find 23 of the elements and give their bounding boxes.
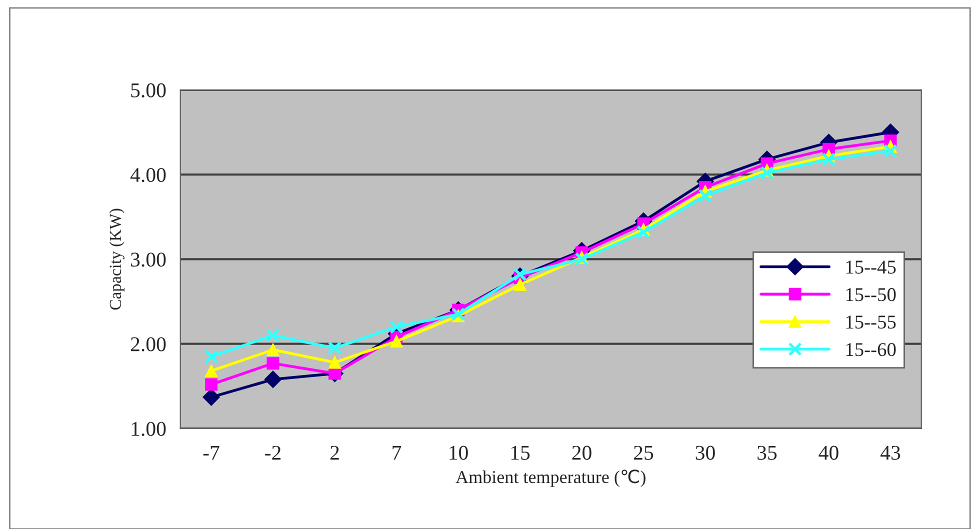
y-tick-label: 2.00 — [130, 337, 166, 352]
x-tick-label: 2 — [330, 446, 339, 460]
y-axis-title: Capacity (KW) — [109, 208, 124, 310]
x-tick-label: 30 — [696, 446, 715, 460]
y-tick-label: 5.00 — [131, 83, 166, 98]
x-tick-label: -7 — [203, 446, 220, 460]
x-tick-label: 7 — [392, 446, 402, 460]
x-axis-title: Ambient temperature (℃) — [456, 470, 646, 487]
x-tick-label: -2 — [265, 446, 281, 460]
x-tick-label: 35 — [758, 446, 777, 460]
y-tick-label: 4.00 — [130, 168, 166, 182]
x-tick-label: 25 — [634, 446, 654, 460]
x-tick-label: 43 — [880, 446, 900, 460]
x-tick-label: 40 — [818, 446, 838, 460]
legend-label: 15--50 — [846, 288, 896, 302]
legend-label: 15--45 — [846, 260, 896, 274]
y-tick-label: 3.00 — [131, 252, 166, 267]
legend-label: 15--55 — [846, 316, 896, 329]
x-tick-label: 10 — [450, 446, 468, 460]
legend-label: 15--60 — [846, 343, 896, 356]
x-tick-label: 20 — [572, 446, 592, 460]
y-tick-label: 1.00 — [132, 422, 166, 436]
x-tick-label: 15 — [511, 446, 530, 460]
